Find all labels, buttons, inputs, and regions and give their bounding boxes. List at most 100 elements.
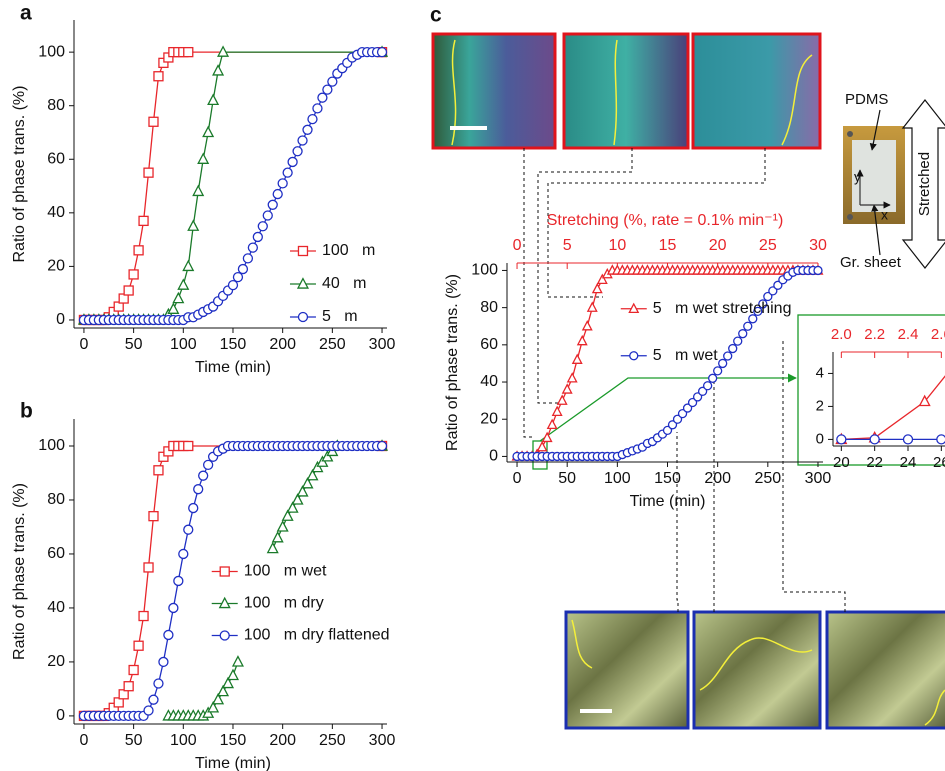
marker — [278, 179, 287, 188]
x-tick-label: 0 — [79, 336, 88, 353]
x-tick-label: 50 — [125, 336, 143, 353]
marker — [593, 284, 602, 292]
y-axis-label: Ratio of phase trans. (%) — [444, 274, 461, 451]
marker — [298, 136, 307, 145]
marker — [199, 471, 208, 480]
x2-tick-label: 25 — [759, 237, 777, 254]
x-tick-label: 200 — [269, 732, 296, 749]
marker — [134, 246, 143, 255]
marker — [164, 630, 173, 639]
legend-label: 40 m — [322, 275, 366, 292]
marker — [904, 435, 913, 444]
marker — [378, 441, 387, 450]
x-tick-label: 100 — [604, 470, 631, 487]
marker — [268, 200, 277, 209]
legend-label: 5 m — [322, 308, 358, 325]
marker — [739, 330, 747, 338]
marker — [149, 512, 158, 521]
marker — [129, 666, 138, 675]
marker — [184, 525, 193, 534]
x-tick-label: 150 — [654, 470, 681, 487]
marker — [719, 359, 727, 367]
marker — [174, 576, 183, 585]
x2-axis-label: Stretching (%, rate = 0.1% min⁻¹) — [547, 212, 784, 229]
marker — [704, 382, 712, 390]
y-tick-label: 0 — [816, 430, 824, 447]
x-tick-label: 50 — [558, 470, 576, 487]
y-tick-label: 100 — [471, 262, 498, 279]
marker — [318, 93, 327, 102]
chart: 020406080100050100150200250300Time (min)… — [11, 2, 395, 377]
y-tick-label: 80 — [47, 491, 65, 508]
marker — [184, 441, 193, 450]
marker — [709, 374, 717, 382]
marker — [238, 265, 247, 274]
marker — [139, 612, 148, 621]
marker — [228, 670, 238, 679]
x-tick-label: 0 — [513, 470, 522, 487]
marker — [184, 48, 193, 57]
y-tick-label: 40 — [480, 373, 498, 390]
marker — [273, 532, 283, 541]
marker — [378, 48, 387, 57]
y-tick-label: 20 — [47, 653, 65, 670]
marker — [124, 682, 133, 691]
legend-marker — [298, 313, 307, 322]
marker — [208, 95, 218, 104]
legend-label: 5 m wet stretching — [653, 300, 792, 317]
marker — [203, 127, 213, 136]
x2-tick-label: 2.2 — [864, 326, 885, 343]
marker — [724, 352, 732, 360]
annotation: Gr. sheet — [840, 254, 902, 271]
marker — [729, 345, 737, 353]
panel-label: b — [20, 400, 33, 423]
y-tick-label: 4 — [816, 364, 824, 381]
marker — [134, 641, 143, 650]
marker — [168, 304, 178, 313]
marker — [744, 322, 752, 330]
marker — [253, 232, 262, 241]
marker — [568, 374, 577, 382]
marker — [583, 321, 592, 329]
legend-label: 100 m dry — [244, 595, 324, 612]
marker — [154, 466, 163, 475]
marker — [293, 147, 302, 156]
marker — [563, 385, 572, 393]
marker — [144, 168, 153, 177]
x2-tick-label: 30 — [809, 237, 827, 254]
marker — [837, 435, 846, 444]
marker — [159, 657, 168, 666]
series-layer — [79, 441, 387, 721]
marker — [548, 420, 557, 428]
y-tick-label: 0 — [56, 707, 65, 724]
x-tick-label: 250 — [754, 470, 781, 487]
marker — [263, 211, 272, 220]
marker — [268, 543, 278, 552]
marker — [189, 504, 198, 513]
micrograph-row-bottom — [566, 612, 945, 728]
marker — [169, 603, 178, 612]
marker — [154, 72, 163, 81]
x-tick-label: 150 — [220, 336, 247, 353]
annotation: PDMS — [845, 91, 888, 108]
marker — [278, 522, 288, 531]
panel-label: c — [430, 4, 442, 27]
x-tick-label: 0 — [79, 732, 88, 749]
x2-tick-label: 0 — [513, 237, 522, 254]
x-tick-label: 300 — [369, 732, 396, 749]
marker — [183, 261, 193, 270]
marker — [538, 442, 547, 450]
x-tick-label: 24 — [900, 454, 917, 471]
micrograph-row-top — [433, 34, 820, 148]
x-tick-label: 20 — [833, 454, 850, 471]
x2-tick-label: 10 — [608, 237, 626, 254]
marker — [149, 117, 158, 126]
annotation: y — [854, 169, 861, 185]
marker — [588, 303, 597, 311]
marker — [870, 435, 879, 444]
marker — [178, 280, 188, 289]
y-tick-label: 0 — [489, 448, 498, 465]
marker — [328, 77, 337, 86]
figure: 020406080100050100150200250300Time (min)… — [0, 0, 945, 771]
